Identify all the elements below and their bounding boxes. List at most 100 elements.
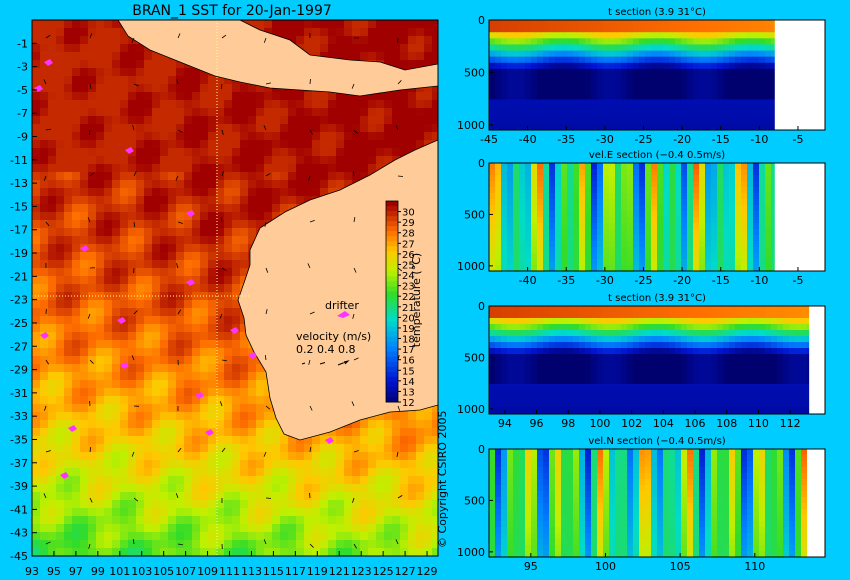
section-cell	[747, 111, 754, 119]
section-cell	[759, 38, 766, 46]
section-cell	[513, 44, 520, 52]
section-cell	[627, 75, 634, 82]
sst-cell	[408, 28, 417, 37]
sst-cell	[416, 444, 425, 453]
sst-cell	[304, 44, 313, 53]
sst-cell	[352, 508, 361, 517]
sst-cell	[248, 148, 257, 157]
section-cell	[711, 68, 718, 76]
section-cell	[657, 87, 664, 94]
section-cell	[609, 123, 616, 130]
sst-cell	[128, 508, 137, 517]
sst-cell	[200, 100, 209, 109]
section-cell	[705, 75, 712, 82]
section-cell	[669, 50, 676, 58]
sst-cell	[248, 164, 257, 173]
section-cell	[615, 187, 622, 194]
sst-cell	[120, 468, 129, 477]
section-cell	[585, 26, 592, 33]
sst-cell	[32, 268, 41, 277]
sst-cell	[56, 484, 65, 493]
sst-cell	[312, 44, 321, 53]
sst-cell	[136, 244, 145, 253]
sst-cell	[296, 452, 305, 461]
sst-cell	[144, 428, 153, 437]
velocity-arrow	[221, 129, 224, 135]
sst-cell	[80, 548, 89, 556]
sst-cell	[296, 548, 305, 556]
map-lat-tick-label: -39	[10, 480, 28, 493]
sst-cell	[72, 500, 81, 509]
section-cell	[591, 169, 598, 176]
sst-cell	[40, 284, 49, 293]
sst-cell	[144, 388, 153, 397]
sst-cell	[256, 140, 265, 149]
sst-cell	[400, 132, 409, 141]
sst-cell	[88, 68, 97, 77]
section-cell	[489, 38, 496, 46]
sst-cell	[432, 460, 438, 469]
section-cell	[705, 62, 712, 70]
sst-cell	[136, 52, 145, 61]
section-cell	[615, 20, 622, 27]
section-cell	[615, 105, 622, 113]
sst-cell	[200, 356, 209, 365]
sst-cell	[392, 540, 401, 549]
section-cell	[519, 163, 526, 170]
sst-cell	[184, 444, 193, 453]
sst-cell	[296, 100, 305, 109]
sst-cell	[112, 340, 121, 349]
sst-cell	[64, 484, 73, 493]
section-cell	[729, 163, 736, 170]
sst-cell	[64, 348, 73, 357]
section-cell	[537, 32, 544, 39]
sst-cell	[144, 404, 153, 413]
sst-cell	[400, 508, 409, 517]
sst-cell	[296, 188, 305, 197]
sst-cell	[160, 204, 169, 213]
section-cell	[573, 50, 580, 58]
sst-cell	[200, 180, 209, 189]
section-cell	[507, 181, 514, 188]
sst-cell	[120, 244, 129, 253]
sst-cell	[160, 236, 169, 245]
section-cell	[603, 99, 610, 107]
sst-cell	[64, 228, 73, 237]
sst-cell	[72, 308, 81, 317]
sst-cell	[144, 420, 153, 429]
velocity-arrow	[352, 313, 355, 319]
sst-cell	[120, 124, 129, 133]
section-cell	[579, 93, 586, 101]
section-cell	[603, 56, 610, 64]
sst-cell	[80, 196, 89, 205]
section-cell	[537, 75, 544, 82]
sst-cell	[248, 220, 257, 229]
section-cell	[609, 205, 616, 212]
sst-cell	[48, 92, 57, 101]
sst-cell	[112, 236, 121, 245]
section-cell	[615, 32, 622, 39]
section-cell	[633, 20, 640, 27]
sst-cell	[240, 404, 249, 413]
sst-cell	[432, 108, 438, 117]
section-cell	[549, 44, 556, 52]
sst-cell	[96, 308, 105, 317]
sst-cell	[144, 140, 153, 149]
sst-cell	[160, 132, 169, 141]
section-cell	[573, 217, 580, 224]
sst-cell	[88, 548, 97, 556]
sst-cell	[424, 508, 433, 517]
section-cell	[741, 50, 748, 58]
sst-cell	[320, 436, 329, 445]
section-cell	[645, 93, 652, 101]
sst-cell	[384, 36, 393, 45]
sst-cell	[248, 156, 257, 165]
sst-cell	[176, 220, 185, 229]
section-cell	[549, 205, 556, 212]
sst-cell	[96, 372, 105, 381]
sst-cell	[216, 404, 225, 413]
sst-cell	[40, 164, 49, 173]
sst-cell	[32, 460, 41, 469]
sst-cell	[136, 348, 145, 357]
sst-cell	[48, 316, 57, 325]
